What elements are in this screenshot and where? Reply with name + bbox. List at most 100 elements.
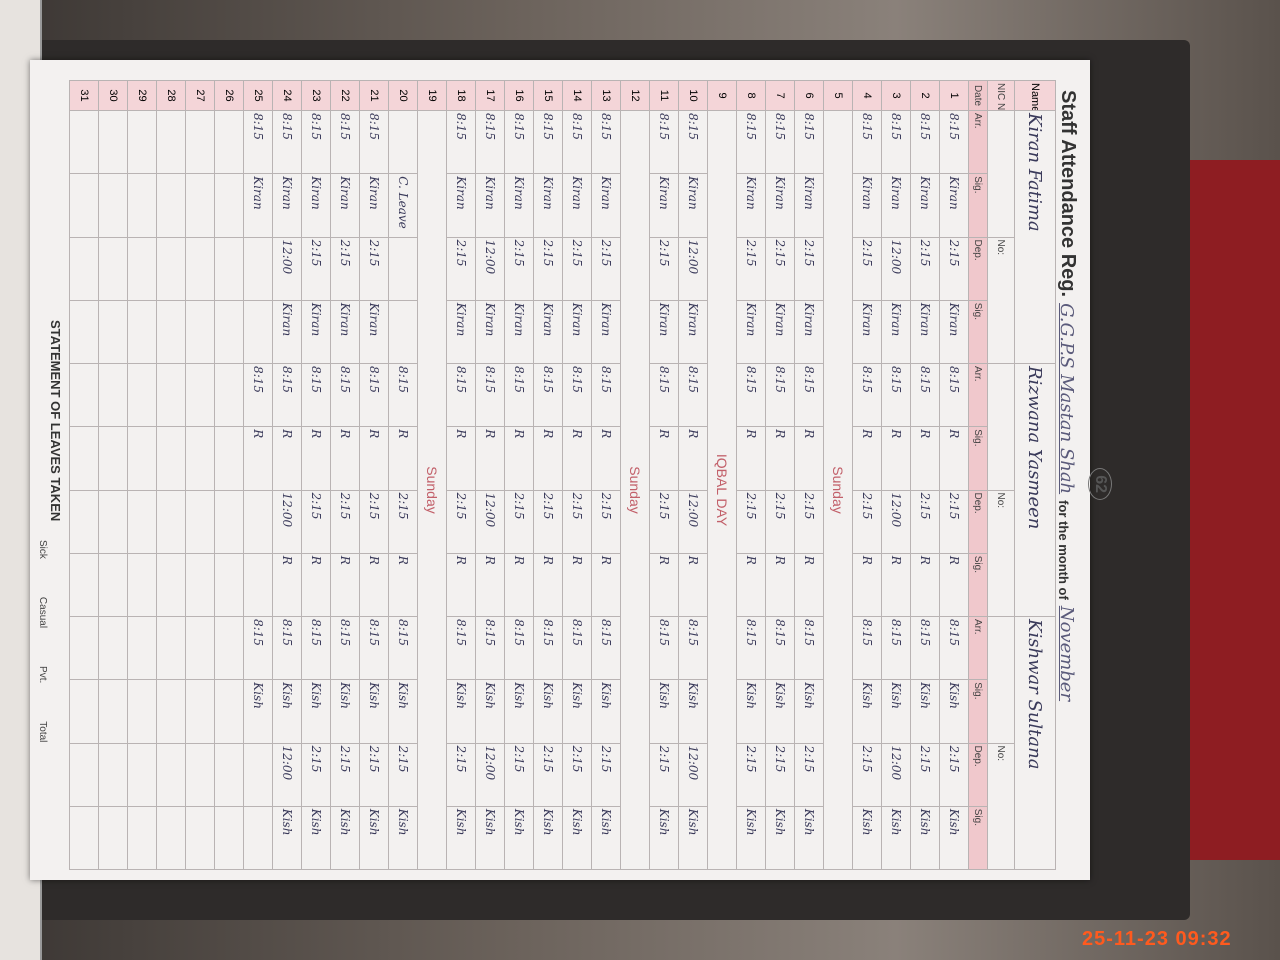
departure: [69, 490, 99, 554]
arrival-sig: Kiran: [446, 173, 476, 237]
date-cell: 9: [707, 80, 737, 111]
header-sig: Sig.: [968, 806, 988, 870]
header-row: Date Arr. Sig. Dep. Sig. Arr. Sig. Dep. Sig. Arr.…: [968, 80, 988, 870]
no-label: No:: [987, 490, 1015, 617]
departure-sig: [69, 300, 99, 364]
arrival-sig: R: [330, 426, 360, 490]
arrival: 8:15: [910, 363, 940, 427]
departure: [214, 490, 244, 554]
arrival-sig: [214, 679, 244, 743]
arrival-sig: Kiran: [881, 173, 911, 237]
arrival: 8:15: [881, 110, 911, 174]
month-value: November: [1056, 605, 1077, 702]
header-sig: Sig.: [968, 553, 988, 617]
arrival-sig: R: [301, 426, 331, 490]
departure-sig: R: [533, 553, 563, 617]
arrival-sig: [185, 426, 215, 490]
departure-sig: [243, 806, 273, 870]
departure: [156, 490, 186, 554]
departure: [127, 237, 157, 301]
departure-sig: [388, 300, 418, 364]
departure-sig: [156, 300, 186, 364]
departure-sig: R: [272, 553, 302, 617]
arrival-sig: R: [794, 426, 824, 490]
departure: 2:15: [301, 237, 331, 301]
departure: 2:15: [330, 743, 360, 807]
arrival: [127, 110, 157, 174]
day-row: 23 8:15 Kiran 2:15 Kiran 8:15 R 2:15 R 8:15 Kish 2:…: [301, 80, 331, 870]
arrival: 8:15: [301, 363, 331, 427]
arrival-sig: R: [388, 426, 418, 490]
header-dep: Dep.: [968, 743, 988, 807]
departure-sig: Kish: [388, 806, 418, 870]
day-row: 19 Sunday: [417, 80, 447, 870]
departure-sig: R: [562, 553, 592, 617]
departure: 2:15: [330, 490, 360, 554]
arrival: 8:15: [649, 616, 679, 680]
day-row: 7 8:15 Kiran 2:15 Kiran 8:15 R 2:15 R 8:15 Kish 2:1…: [765, 80, 795, 870]
departure: [156, 237, 186, 301]
departure: 2:15: [533, 490, 563, 554]
nic-cell: [987, 616, 1015, 743]
departure-sig: Kiran: [910, 300, 940, 364]
departure: 2:15: [504, 743, 534, 807]
departure: 12:00: [678, 490, 708, 554]
departure: 2:15: [939, 743, 969, 807]
departure-sig: Kish: [649, 806, 679, 870]
date-cell: 28: [156, 80, 186, 111]
departure: [98, 237, 128, 301]
departure-sig: Kish: [301, 806, 331, 870]
day-row: 31: [69, 80, 99, 870]
departure: 2:15: [562, 490, 592, 554]
arrival-sig: R: [591, 426, 621, 490]
arrival: 8:15: [388, 616, 418, 680]
arrival-sig: [214, 173, 244, 237]
arrival-sig: R: [562, 426, 592, 490]
departure-sig: Kiran: [272, 300, 302, 364]
departure: 2:15: [736, 237, 766, 301]
arrival-sig: Kiran: [475, 173, 505, 237]
arrival-sig: [185, 679, 215, 743]
arrival-sig: [98, 173, 128, 237]
day-row: 10 8:15 Kiran 12:00 Kiran 8:15 R 12:00 R 8:15 Kish…: [678, 80, 708, 870]
date-cell: 7: [765, 80, 795, 111]
arrival: 8:15: [765, 616, 795, 680]
departure: 2:15: [359, 743, 389, 807]
arrival: 8:15: [504, 110, 534, 174]
departure-sig: R: [649, 553, 679, 617]
departure: 2:15: [649, 490, 679, 554]
arrival: 8:15: [794, 363, 824, 427]
arrival-sig: [127, 426, 157, 490]
departure: [127, 743, 157, 807]
day-row: 4 8:15 Kiran 2:15 Kiran 8:15 R 2:15 R 8:15 Kish 2:1…: [852, 80, 882, 870]
arrival: 8:15: [330, 110, 360, 174]
header-arr: Arr.: [968, 110, 988, 174]
arrival-sig: Kiran: [359, 173, 389, 237]
departure: 2:15: [765, 743, 795, 807]
arrival: 8:15: [591, 616, 621, 680]
date-cell: 4: [852, 80, 882, 111]
arrival-sig: Kiran: [272, 173, 302, 237]
nic-row: NIC No: No: No: No:: [987, 80, 1015, 870]
departure-sig: [185, 806, 215, 870]
departure: 2:15: [852, 743, 882, 807]
departure-sig: Kiran: [359, 300, 389, 364]
arrival: 8:15: [678, 616, 708, 680]
arrival-sig: [156, 426, 186, 490]
departure: 2:15: [359, 237, 389, 301]
departure: 2:15: [765, 490, 795, 554]
arrival-sig: Kish: [852, 679, 882, 743]
day-row: 12 Sunday: [620, 80, 650, 870]
day-row: 8 8:15 Kiran 2:15 Kiran 8:15 R 2:15 R 8:15 Kish 2:1…: [736, 80, 766, 870]
departure-sig: Kish: [359, 806, 389, 870]
departure-sig: Kiran: [678, 300, 708, 364]
departure-sig: Kish: [475, 806, 505, 870]
departure-sig: [156, 806, 186, 870]
date-cell: 27: [185, 80, 215, 111]
arrival: [69, 363, 99, 427]
arrival: 8:15: [359, 110, 389, 174]
arrival: 8:15: [243, 616, 273, 680]
departure: 2:15: [794, 743, 824, 807]
departure: 2:15: [359, 490, 389, 554]
departure: 12:00: [272, 743, 302, 807]
